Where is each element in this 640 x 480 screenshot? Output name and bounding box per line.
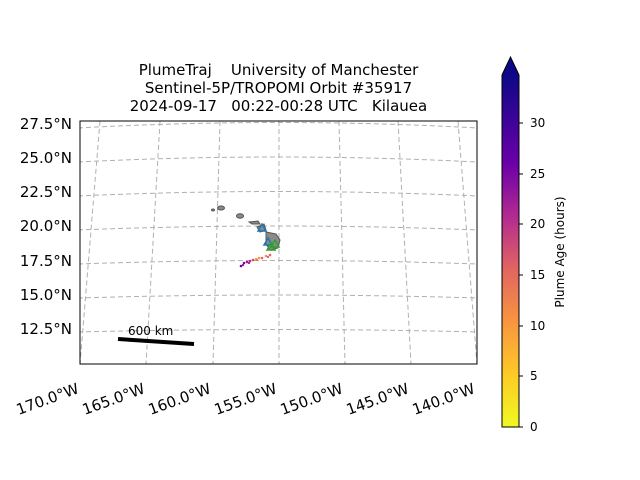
parallel-12-5 [80,329,477,333]
meridian-145w [338,121,346,364]
plume-point [241,263,245,267]
title-line-1: PlumeTraj University of Manchester [138,61,419,79]
hawaiian-islands [211,205,281,251]
colorbar-gradient [502,75,519,427]
meridian-140w [397,121,412,364]
plume-point [260,256,264,260]
title-line-3: 2024-09-17 00:22-00:28 UTC Kilauea [129,97,428,115]
kilauea-marker-green [265,241,277,251]
kilauea-marker-green [269,238,281,248]
plume-point [255,258,259,262]
lat-label: 22.5°N [19,183,72,201]
lat-label: 25.0°N [19,149,72,167]
plume-point [266,255,270,259]
graticule [80,121,477,364]
lat-label: 17.5°N [19,252,72,270]
colorbar-outline [501,55,520,428]
lat-label: 27.5°N [19,115,72,133]
plume-point [242,261,246,265]
parallel-25 [80,156,477,163]
lat-label: 12.5°N [19,320,72,338]
colorbar-tick: 15 [530,268,546,282]
plume-point [251,258,255,262]
scale-bar-label: 600 km [128,324,174,338]
island-oahu [236,213,244,219]
plume-points [239,253,272,268]
parallel-27-5 [80,122,477,129]
plume-point [264,254,268,258]
parallel-20 [80,225,477,231]
parallel-22-5 [80,191,477,197]
plume-point [239,264,243,268]
meridian-135w [457,121,477,364]
meridian-160w [145,121,161,364]
colorbar-label: Plume Age (hours) [553,196,567,308]
meridian-165w [80,121,101,364]
volcano-markers [256,222,281,251]
plume-point [245,260,249,264]
lat-label: 20.0°N [19,217,72,235]
colorbar-tick: 10 [530,319,546,333]
plume-point [248,259,252,263]
island-molokai [247,220,261,225]
colorbar-tick: 0 [530,420,538,434]
parallel-17-5 [80,260,477,265]
island-niihau [211,208,215,212]
plume-point [257,256,261,260]
colorbar-tick: 25 [530,167,546,181]
plume-point [268,253,272,257]
colorbar-tick: 20 [530,217,546,231]
parallel-15 [80,294,477,299]
colorbar-tick: 30 [530,116,546,130]
colorbar-extend-arrow [502,57,519,75]
island-kauai [217,205,225,211]
title-line-2: Sentinel-5P/TROPOMI Orbit #35917 [144,79,413,97]
map-frame [79,120,478,365]
lat-label: 15.0°N [19,286,72,304]
triangle-marker-blue [256,222,268,232]
scale-bar [117,337,195,346]
meridian-155w [212,121,221,364]
colorbar-tick: 5 [530,369,538,383]
plume-point [247,261,251,265]
triangle-marker-blue [262,236,274,246]
colorbar [501,55,523,428]
